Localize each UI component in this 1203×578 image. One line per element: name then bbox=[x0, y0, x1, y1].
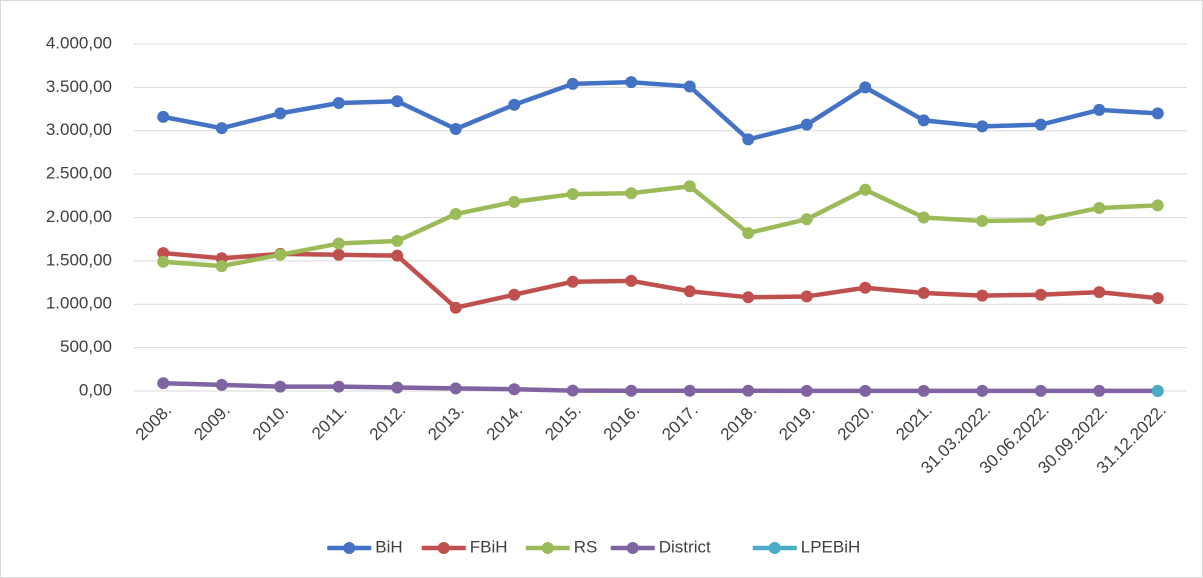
data-point bbox=[1093, 286, 1106, 299]
data-point bbox=[566, 275, 579, 288]
data-point bbox=[1151, 292, 1164, 305]
data-point bbox=[274, 380, 287, 393]
data-point bbox=[391, 234, 404, 247]
data-point bbox=[859, 81, 872, 94]
data-point bbox=[625, 187, 638, 200]
data-point bbox=[976, 120, 989, 133]
data-point bbox=[1151, 199, 1164, 212]
y-tick-label: 0,00 bbox=[79, 380, 112, 399]
data-point bbox=[1093, 201, 1106, 214]
data-point bbox=[449, 301, 462, 314]
series-line bbox=[163, 250, 1158, 310]
data-point bbox=[625, 384, 638, 397]
data-point bbox=[508, 195, 521, 208]
legend-marker bbox=[343, 542, 356, 554]
data-point bbox=[1034, 118, 1047, 131]
data-point bbox=[508, 98, 521, 111]
data-point bbox=[332, 248, 345, 261]
legend-label: LPEBiH bbox=[801, 537, 861, 556]
data-point bbox=[917, 211, 930, 224]
data-point bbox=[215, 260, 228, 273]
data-point bbox=[1034, 384, 1047, 397]
data-point bbox=[157, 377, 170, 390]
data-point bbox=[800, 213, 813, 226]
data-point bbox=[449, 208, 462, 221]
y-tick-label: 2.000,00 bbox=[46, 207, 112, 226]
y-tick-label: 2.500,00 bbox=[46, 164, 112, 183]
legend-marker bbox=[437, 542, 450, 554]
y-tick-label: 1.000,00 bbox=[46, 294, 112, 313]
data-point bbox=[976, 384, 989, 397]
data-point bbox=[1151, 385, 1164, 397]
y-tick-label: 3.000,00 bbox=[46, 120, 112, 139]
data-point bbox=[800, 384, 813, 397]
legend-marker bbox=[768, 542, 781, 554]
data-point bbox=[391, 249, 404, 262]
data-point bbox=[391, 95, 404, 108]
data-point bbox=[508, 288, 521, 301]
data-point bbox=[859, 281, 872, 294]
legend-label: FBiH bbox=[470, 537, 508, 556]
data-point bbox=[683, 180, 696, 193]
data-point bbox=[859, 183, 872, 196]
data-point bbox=[157, 255, 170, 268]
series-line bbox=[163, 184, 1158, 269]
legend-label: District bbox=[659, 537, 711, 556]
data-point bbox=[683, 285, 696, 298]
legend-label: RS bbox=[574, 537, 598, 556]
data-point bbox=[859, 384, 872, 397]
data-point bbox=[566, 77, 579, 90]
data-point bbox=[508, 383, 521, 396]
legend-marker bbox=[626, 542, 639, 554]
data-point bbox=[976, 214, 989, 227]
data-point bbox=[742, 227, 755, 240]
data-point bbox=[917, 114, 930, 127]
y-tick-label: 500,00 bbox=[60, 337, 112, 356]
data-point bbox=[566, 384, 579, 397]
data-point bbox=[274, 107, 287, 120]
data-point bbox=[800, 118, 813, 131]
data-point bbox=[332, 380, 345, 393]
series-line bbox=[163, 380, 1158, 394]
data-point bbox=[742, 291, 755, 304]
data-point bbox=[976, 289, 989, 302]
legend-label: BiH bbox=[375, 537, 402, 556]
data-point bbox=[215, 378, 228, 391]
data-point bbox=[683, 80, 696, 93]
legend-marker bbox=[541, 542, 554, 554]
data-point bbox=[1034, 214, 1047, 227]
data-point bbox=[157, 110, 170, 123]
series-line bbox=[162, 79, 1158, 142]
data-point bbox=[332, 96, 345, 109]
data-point bbox=[742, 133, 755, 146]
data-point bbox=[1034, 288, 1047, 301]
data-point bbox=[1093, 384, 1106, 397]
data-point bbox=[215, 122, 228, 135]
data-point bbox=[625, 76, 638, 89]
data-point bbox=[157, 247, 170, 260]
data-point bbox=[274, 248, 287, 261]
data-point bbox=[800, 290, 813, 303]
data-point bbox=[1093, 103, 1106, 116]
y-tick-label: 1.500,00 bbox=[46, 250, 112, 269]
data-point bbox=[917, 384, 930, 397]
y-tick-label: 4.000,00 bbox=[46, 33, 112, 52]
data-point bbox=[683, 384, 696, 397]
data-point bbox=[917, 286, 930, 299]
data-point bbox=[742, 384, 755, 397]
data-point bbox=[566, 188, 579, 201]
y-tick-label: 3.500,00 bbox=[46, 77, 112, 96]
data-point bbox=[332, 237, 345, 250]
data-point bbox=[1151, 107, 1164, 120]
data-point bbox=[449, 123, 462, 136]
data-point bbox=[449, 382, 462, 395]
data-point bbox=[625, 274, 638, 287]
data-point bbox=[391, 381, 404, 394]
